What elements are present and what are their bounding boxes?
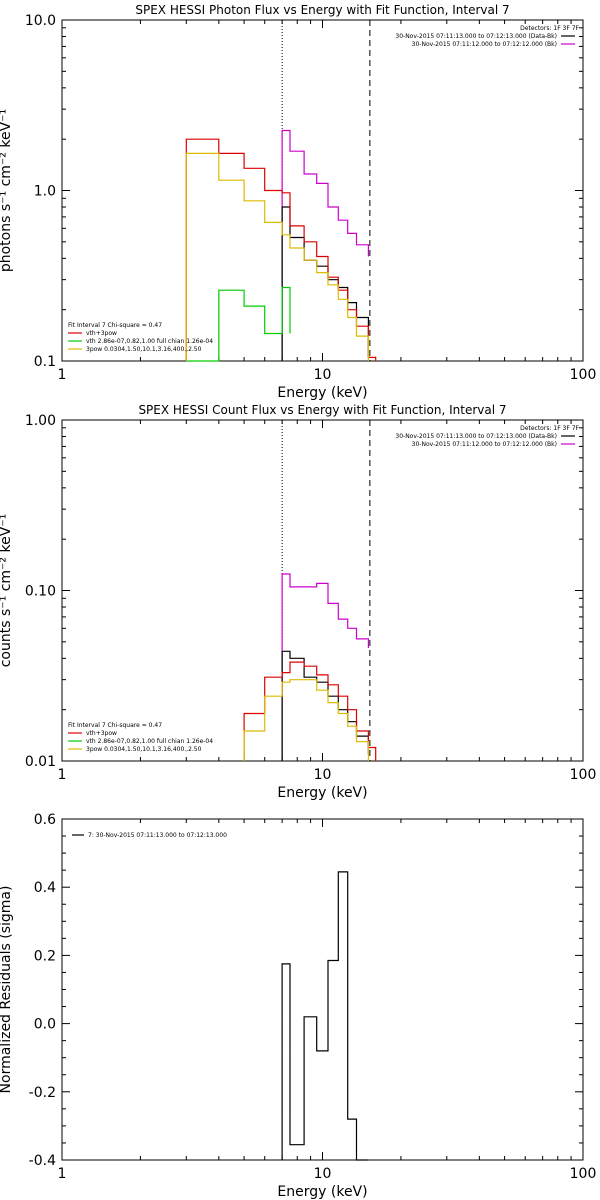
x-tick-label: 100 bbox=[570, 767, 597, 783]
x-tick-label: 1 bbox=[58, 1166, 67, 1182]
legend-entry: 30-Nov-2015 07:11:12.000 to 07:12:12.000… bbox=[412, 41, 557, 48]
chart-panel-3: 1 10 100 -0.4 -0.2 0.0 0.2 0.4 0.6 Energy (keV) No… bbox=[0, 812, 596, 1200]
y-tick-label: 0.01 bbox=[25, 754, 56, 770]
series-line-1 bbox=[281, 129, 369, 361]
y-axis-label: counts s⁻¹ cm⁻² keV⁻¹ bbox=[0, 514, 14, 668]
plot-frame bbox=[61, 818, 584, 1161]
y-tick-label: 0.10 bbox=[25, 584, 56, 600]
y-tick-label: 0.1 bbox=[34, 354, 56, 370]
legend-detectors: Detectors: 1F 3F 7F bbox=[520, 25, 579, 32]
series-line-1 bbox=[281, 871, 369, 1161]
y-tick-label: 1.0 bbox=[34, 184, 56, 200]
legend-entry: vth+3pow bbox=[86, 330, 117, 337]
y-tick-label: -0.2 bbox=[29, 1085, 56, 1101]
x-tick-label: 10 bbox=[314, 367, 332, 383]
legend-entry: 3pow 0.0304,1.50,10.1,3.16,400.,2.50 bbox=[86, 346, 202, 353]
y-tick-label: 0.2 bbox=[34, 948, 56, 964]
legend-entry: 7: 30-Nov-2015 07:11:13.000 to 07:12:13.… bbox=[88, 832, 227, 839]
legend-entry: vth 2.86e-07,0.82,1.00 full chian 1.26e-… bbox=[86, 738, 213, 745]
x-tick-label: 1 bbox=[58, 367, 67, 383]
series-line-3 bbox=[243, 661, 377, 761]
legend-entry: vth 2.86e-07,0.82,1.00 full chian 1.26e-… bbox=[86, 338, 213, 345]
x-tick-label: 100 bbox=[570, 1166, 597, 1182]
y-tick-label: 0.0 bbox=[34, 1017, 56, 1033]
legend-entry: 3pow 0.0304,1.50,10.1,3.16,400.,2.50 bbox=[86, 746, 202, 753]
x-tick-label: 10 bbox=[314, 1166, 332, 1182]
y-tick-label: -0.4 bbox=[29, 1153, 56, 1169]
x-tick-label: 1 bbox=[58, 767, 67, 783]
chart-panel-2: SPEX HESSI Count Flux vs Energy with Fit… bbox=[0, 403, 596, 801]
series-line-3 bbox=[185, 138, 377, 361]
legend-fit-header: Fit Interval 7 Chi-square = 0.47 bbox=[68, 322, 162, 329]
chart-panel-1: SPEX HESSI Photon Flux vs Energy with Fi… bbox=[0, 3, 596, 401]
y-tick-label: 0.6 bbox=[34, 812, 56, 828]
legend-entry: 30-Nov-2015 07:11:12.000 to 07:12:12.000… bbox=[412, 441, 557, 448]
x-tick-label: 10 bbox=[314, 767, 332, 783]
series-line-2 bbox=[281, 650, 369, 761]
x-axis-label: Energy (keV) bbox=[277, 785, 367, 801]
x-axis-label: Energy (keV) bbox=[277, 1184, 367, 1200]
series-line-2 bbox=[281, 206, 369, 361]
plot-frame bbox=[61, 19, 584, 362]
y-axis-label: Normalized Residuals (sigma) bbox=[0, 886, 14, 1094]
y-tick-label: 10.0 bbox=[25, 13, 56, 29]
series-line-4 bbox=[186, 286, 291, 362]
y-tick-label: 0.4 bbox=[34, 880, 56, 896]
plot-frame bbox=[61, 419, 584, 762]
legend-detectors: Detectors: 1F 3F 7F bbox=[520, 425, 579, 432]
series-line-1 bbox=[281, 573, 369, 761]
chart-title: SPEX HESSI Count Flux vs Energy with Fit… bbox=[138, 403, 506, 417]
y-tick-label: 1.00 bbox=[25, 413, 56, 429]
chart-title: SPEX HESSI Photon Flux vs Energy with Fi… bbox=[135, 3, 509, 17]
legend-entry: vth+3pow bbox=[86, 730, 117, 737]
legend-entry: 30-Nov-2015 07:11:13.000 to 07:12:13.000… bbox=[395, 33, 557, 40]
x-tick-label: 100 bbox=[570, 367, 597, 383]
x-axis-label: Energy (keV) bbox=[277, 385, 367, 401]
series-line-5 bbox=[185, 152, 369, 361]
y-axis-label: photons s⁻¹ cm⁻² keV⁻¹ bbox=[0, 109, 14, 272]
legend-fit-header: Fit Interval 7 Chi-square = 0.47 bbox=[68, 722, 162, 729]
series-line-4 bbox=[243, 679, 369, 761]
legend-entry: 30-Nov-2015 07:11:13.000 to 07:12:13.000… bbox=[395, 433, 557, 440]
